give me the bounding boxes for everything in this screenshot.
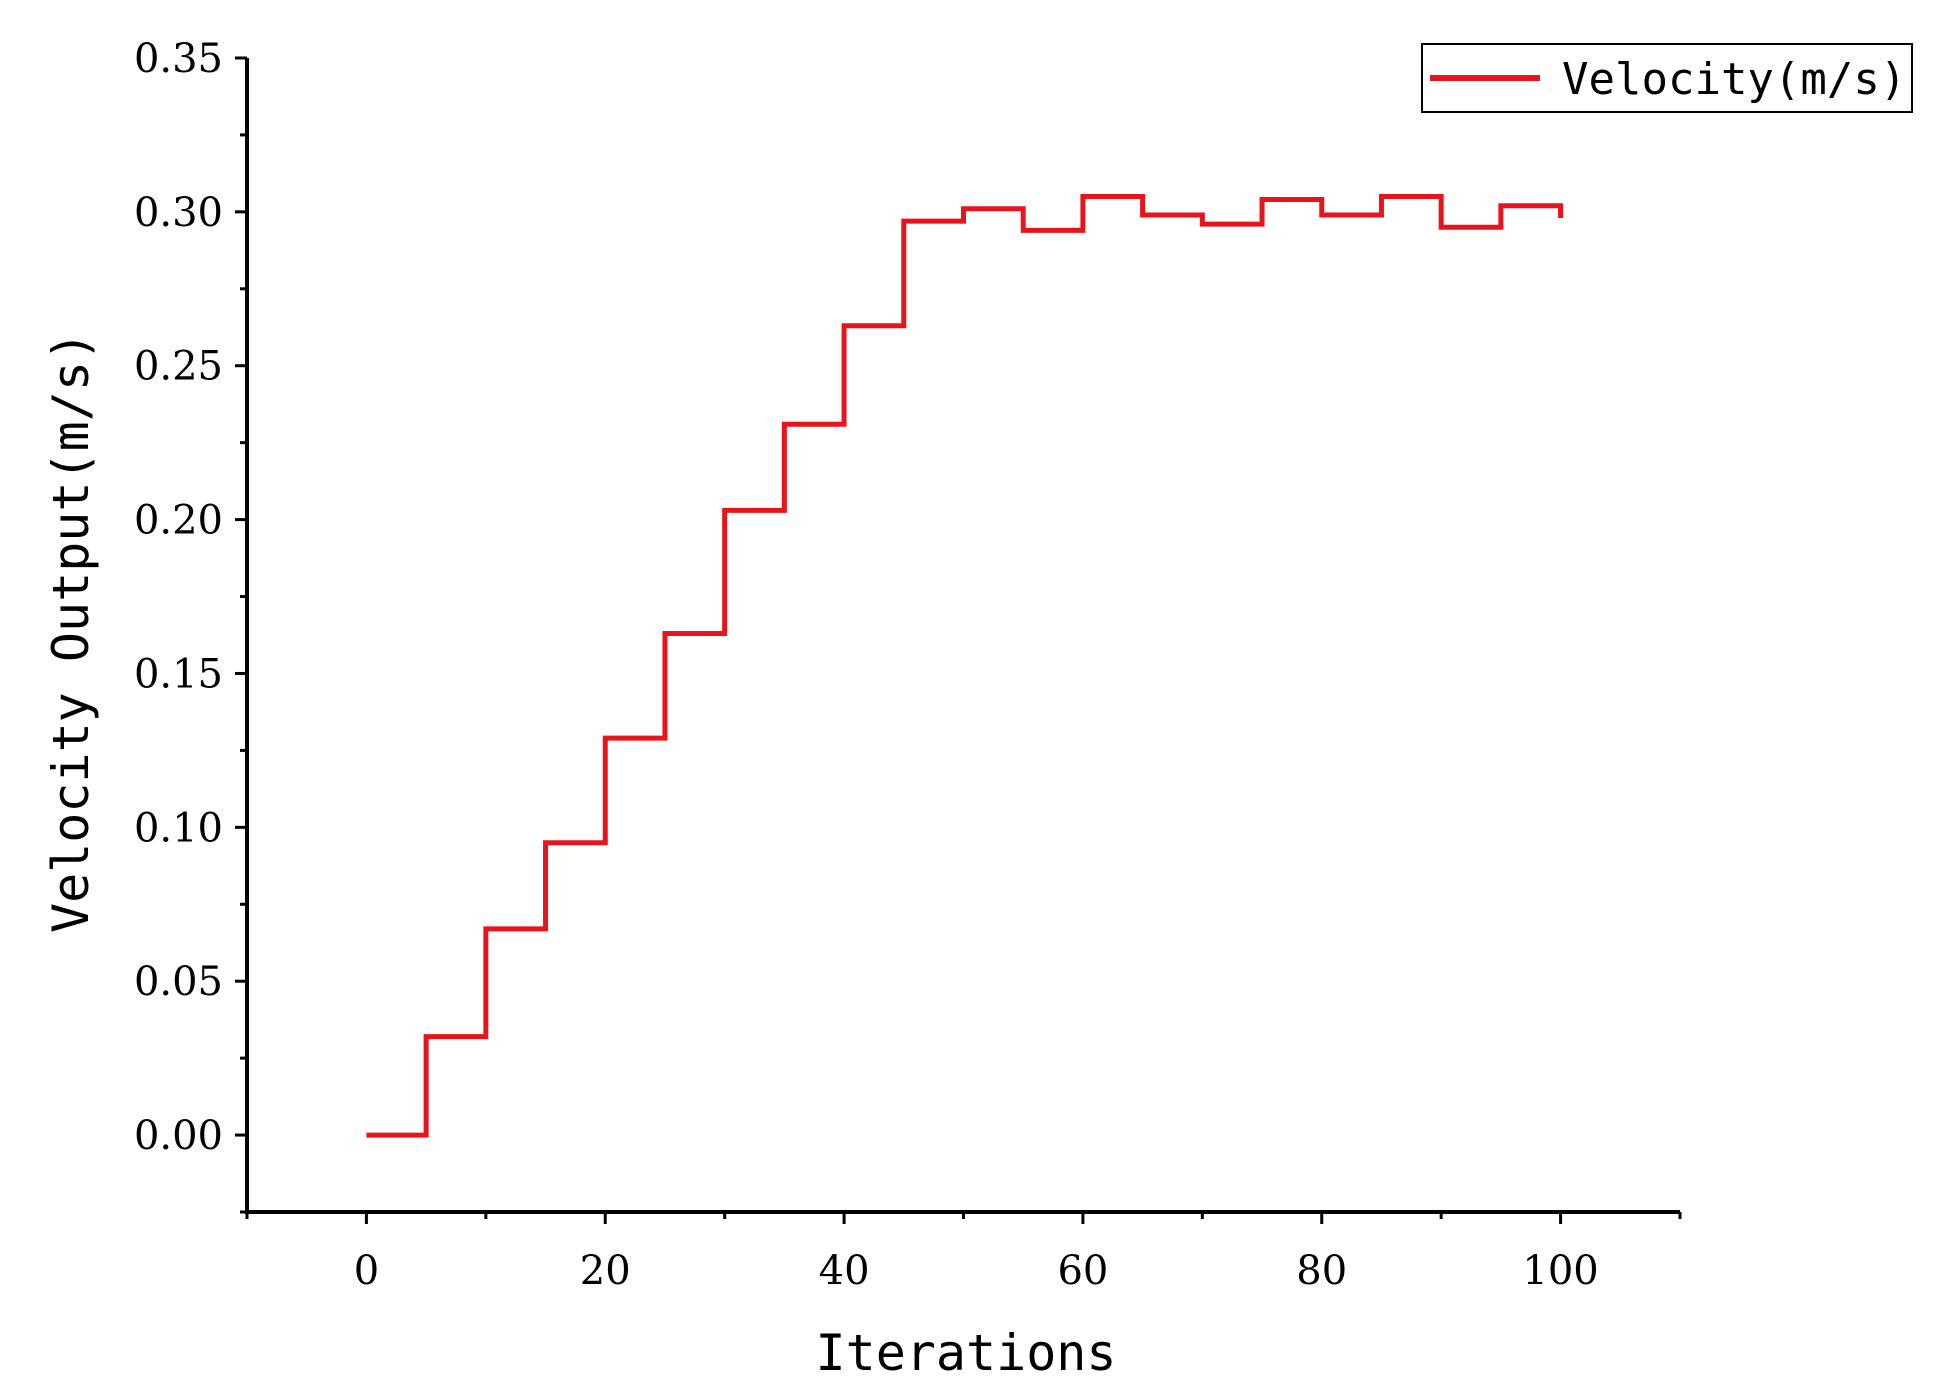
y-tick-label: 0.35 xyxy=(134,36,223,82)
y-tick-label: 0.20 xyxy=(134,498,223,544)
x-axis-title: Iterations xyxy=(815,1324,1116,1382)
y-tick-label: 0.05 xyxy=(134,959,223,1005)
axes: 0.00 0.05 0.10 0.15 0.20 0.25 0.30 0.35 0 20 40 60 8… xyxy=(134,36,1682,1294)
x-tick-label: 40 xyxy=(819,1248,870,1294)
legend-label: Velocity(m/s) xyxy=(1562,54,1906,105)
series-line xyxy=(366,193,1564,1138)
x-tick-label: 80 xyxy=(1296,1248,1347,1294)
x-tick-label: 100 xyxy=(1522,1248,1598,1294)
x-tick-label: 0 xyxy=(354,1248,379,1294)
y-axis-title: Velocity Output(m/s) xyxy=(42,331,100,933)
x-tick-label: 20 xyxy=(580,1248,631,1294)
series-layer xyxy=(366,193,1564,1138)
y-tick-label: 0.30 xyxy=(134,190,223,236)
y-tick-label: 0.10 xyxy=(134,805,223,851)
y-tick-label: 0.15 xyxy=(134,651,223,697)
x-tick-label: 60 xyxy=(1057,1248,1108,1294)
y-tick-label: 0.25 xyxy=(134,344,223,390)
y-tick-label: 0.00 xyxy=(134,1113,223,1159)
legend: Velocity(m/s) xyxy=(1421,43,1913,113)
